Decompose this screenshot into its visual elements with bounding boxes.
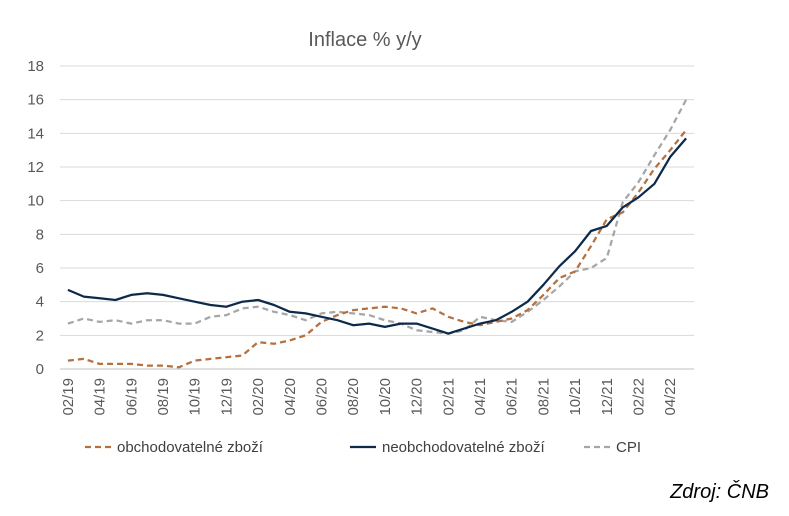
series-line-2 bbox=[67, 137, 687, 335]
gridlines bbox=[60, 65, 694, 336]
series-line-1 bbox=[67, 129, 687, 369]
y-tick-label: 10 bbox=[27, 193, 44, 210]
x-tick-label: 10/21 bbox=[567, 378, 584, 416]
x-tick-label: 08/20 bbox=[345, 378, 362, 416]
x-tick-label: 06/19 bbox=[123, 378, 140, 416]
series-lines bbox=[67, 99, 688, 369]
y-tick-label: 18 bbox=[27, 58, 44, 75]
legend-label-1: obchodovatelné zboží bbox=[117, 439, 264, 456]
legend: obchodovatelné zboží neobchodovatelné zbo… bbox=[85, 439, 641, 456]
legend-label-2: neobchodovatelné zboží bbox=[382, 439, 545, 456]
x-tick-label: 10/19 bbox=[187, 378, 204, 416]
x-tick-label: 12/20 bbox=[409, 378, 426, 416]
x-tick-label: 06/20 bbox=[314, 378, 331, 416]
x-tick-label: 04/20 bbox=[282, 378, 299, 416]
source-note: Zdroj: ČNB bbox=[669, 480, 769, 503]
y-axis-tick-labels: 0 2 4 6 8 10 12 14 16 18 bbox=[27, 58, 44, 378]
x-tick-label: 12/19 bbox=[218, 378, 235, 416]
x-tick-label: 02/19 bbox=[60, 378, 77, 416]
x-axis-tick-labels: 02/19 04/19 06/19 08/19 10/19 12/19 02/20 04/20… bbox=[60, 378, 679, 416]
legend-label-3: CPI bbox=[616, 439, 641, 456]
y-tick-label: 16 bbox=[27, 92, 44, 109]
y-tick-label: 6 bbox=[36, 260, 44, 277]
series-line-3 bbox=[67, 99, 688, 335]
y-tick-label: 2 bbox=[36, 327, 44, 344]
x-tick-label: 04/21 bbox=[472, 378, 489, 416]
x-tick-label: 02/20 bbox=[250, 378, 267, 416]
x-tick-label: 08/21 bbox=[535, 378, 552, 416]
x-tick-label: 02/22 bbox=[631, 378, 648, 416]
y-tick-label: 12 bbox=[27, 159, 44, 176]
x-tick-label: 08/19 bbox=[155, 378, 172, 416]
x-tick-label: 04/22 bbox=[662, 378, 679, 416]
x-tick-label: 02/21 bbox=[440, 378, 457, 416]
y-tick-label: 0 bbox=[36, 361, 44, 378]
y-tick-label: 8 bbox=[36, 226, 44, 243]
x-tick-label: 12/21 bbox=[599, 378, 616, 416]
chart-title: Inflace % y/y bbox=[308, 29, 421, 51]
x-tick-label: 06/21 bbox=[504, 378, 521, 416]
x-tick-label: 04/19 bbox=[92, 378, 109, 416]
y-tick-label: 4 bbox=[36, 294, 44, 311]
x-tick-label: 10/20 bbox=[377, 378, 394, 416]
y-tick-label: 14 bbox=[27, 125, 44, 142]
